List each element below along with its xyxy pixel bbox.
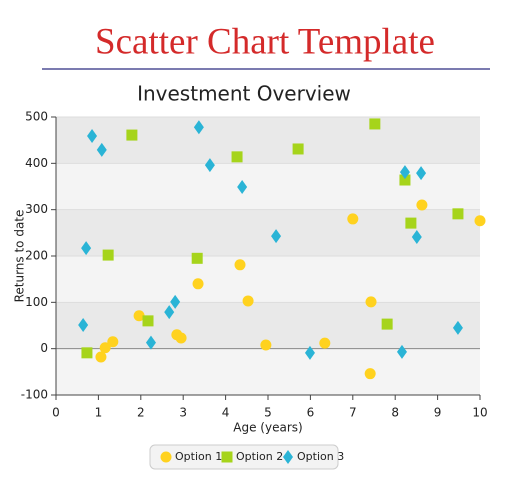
point [416,199,428,211]
x-tick-label: 5 [264,406,272,420]
point [170,294,181,309]
x-tick-label: 4 [222,406,230,420]
point [102,249,114,261]
point [193,120,204,135]
legend-label: Option 2 [236,450,283,463]
y-tick-label: 500 [25,110,48,124]
legend-label: Option 1 [175,450,222,463]
point [126,129,138,141]
y-axis-label: Returns to date [13,210,27,303]
point [405,217,417,229]
grid-band [56,117,480,164]
y-tick-label: 200 [25,249,48,263]
point [396,344,407,359]
point [242,295,254,307]
point [78,318,89,333]
point [237,179,248,194]
point [369,118,381,130]
point [399,174,411,186]
x-tick-label: 6 [307,406,315,420]
point [87,128,98,143]
point [107,336,119,348]
x-tick-label: 8 [391,406,399,420]
legend-marker [283,450,293,464]
point [192,278,204,290]
point [204,158,215,173]
point [292,143,304,155]
point [364,368,376,380]
point [399,165,410,180]
point [271,229,282,244]
y-tick-label: 300 [25,202,48,216]
point [81,241,92,256]
point [381,318,393,330]
point [474,215,486,227]
legend-box [149,444,339,470]
y-tick-label: 0 [40,341,48,355]
legend-label: Option 3 [297,450,344,463]
point [99,342,111,354]
point [452,320,463,335]
x-tick-label: 9 [434,406,442,420]
point [96,142,107,157]
point [304,345,315,360]
y-tick-label: 100 [25,295,48,309]
y-tick-label: 400 [25,156,48,170]
page-title: Scatter Chart Template [95,21,435,62]
point [234,259,246,271]
chart-title: Investment Overview [137,82,351,106]
point [164,305,175,320]
point [416,166,427,181]
x-tick-label: 7 [349,406,357,420]
point [142,315,154,327]
point [95,351,107,363]
point [145,335,156,350]
legend-marker [160,451,172,463]
y-tick-label: -100 [21,388,48,402]
x-axis-label: Age (years) [233,421,302,435]
point [411,230,422,245]
point [231,151,243,163]
point [81,347,93,359]
point [133,310,145,322]
x-tick-label: 2 [137,406,145,420]
point [175,332,187,344]
x-tick-label: 1 [95,406,103,420]
grid-band [56,209,480,256]
point [260,339,272,351]
point [365,296,377,308]
x-tick-label: 3 [179,406,187,420]
legend-marker [221,451,233,463]
x-tick-label: 0 [52,406,60,420]
point [319,337,331,349]
point [191,252,203,264]
x-tick-label: 10 [472,406,487,420]
point [347,213,359,225]
point [452,208,464,220]
